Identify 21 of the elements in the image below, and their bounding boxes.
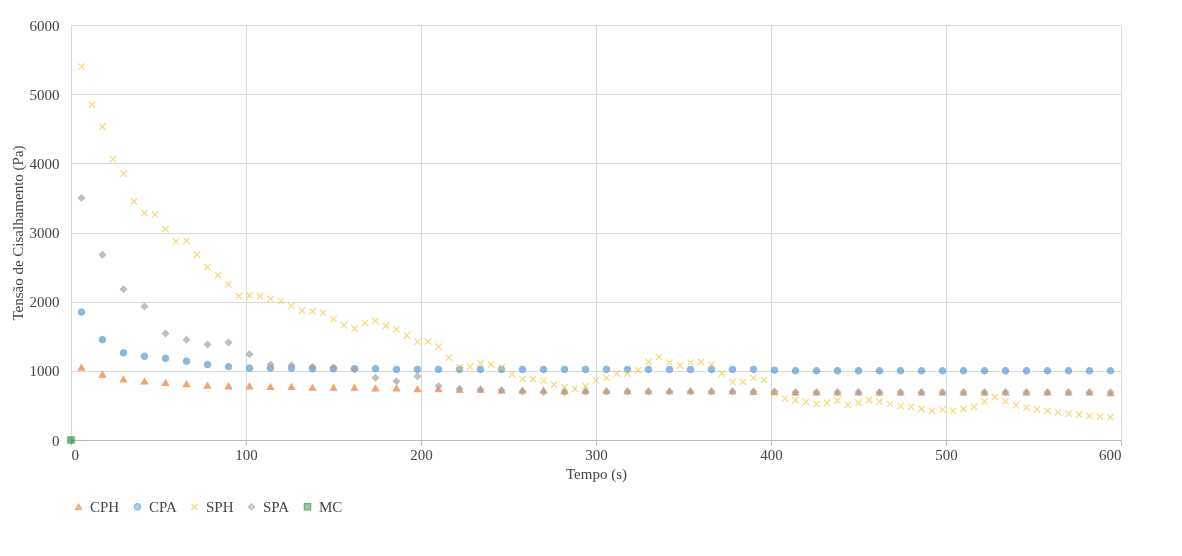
y-tick-label: 1000	[29, 363, 60, 380]
x-axis-title: Tempo (s)	[565, 465, 628, 483]
legend-label: SPH	[206, 498, 234, 515]
y-tick-label: 3000	[29, 225, 60, 241]
x-tick-label: 200	[410, 446, 433, 463]
legend-label: CPH	[90, 498, 120, 515]
legend-label: SPA	[263, 498, 290, 515]
legend-label: CPA	[149, 498, 177, 515]
y-axis-title: Tensão de Cisalhamento (Pa)	[9, 145, 27, 321]
x-tick-label: 500	[935, 446, 958, 463]
y-tick-label: 5000	[29, 86, 60, 103]
x-tick-label: 100	[235, 446, 258, 463]
x-tick-label: 300	[585, 446, 608, 463]
x-tick-label: 400	[760, 446, 783, 463]
legend-label: MC	[319, 498, 343, 515]
x-tick-label: 0	[71, 446, 79, 463]
x-tick-label: 600	[1099, 446, 1122, 463]
y-tick-label: 6000	[29, 17, 60, 34]
y-tick-label: 0	[52, 432, 60, 449]
y-tick-label: 2000	[29, 294, 60, 311]
y-tick-label: 4000	[29, 155, 60, 172]
